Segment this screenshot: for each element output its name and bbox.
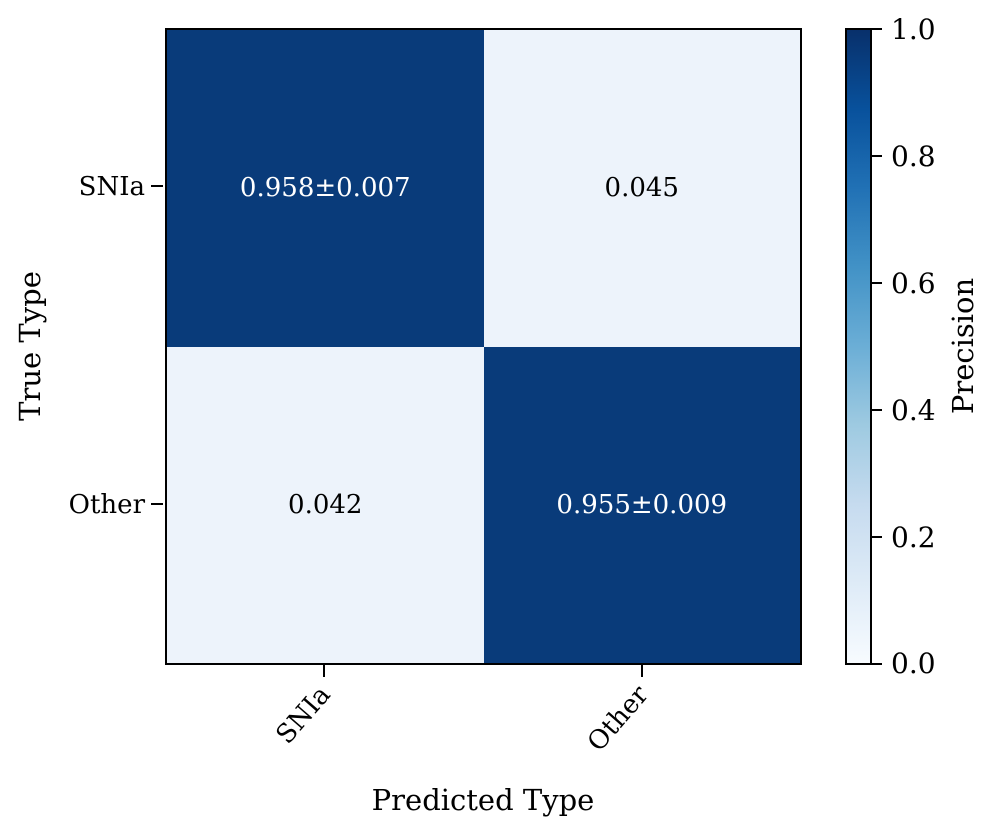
heatmap-grid: 0.958±0.007 0.045 0.042 0.955±0.009 [165,28,802,665]
colorbar-gradient [845,28,872,665]
x-tick-mark-snia [323,665,325,677]
colorbar-tick-mark-0.0 [872,663,882,665]
colorbar-tick-label-0.4: 0.4 [891,394,936,427]
cell-true-other-pred-other: 0.955±0.009 [483,346,800,663]
cell-true-snia-pred-snia: 0.958±0.007 [167,30,484,347]
x-tick-label-other: Other [581,680,655,758]
colorbar-tick-mark-0.8 [872,155,882,157]
colorbar-tick-mark-0.2 [872,536,882,538]
colorbar-tick-label-0.0: 0.0 [891,647,936,680]
colorbar-tick-mark-0.4 [872,409,882,411]
colorbar-title: Precision [946,277,980,415]
colorbar-tick-label-0.6: 0.6 [891,267,936,300]
y-tick-mark-other [151,503,163,505]
colorbar-tick-label-1.0: 1.0 [891,13,936,46]
x-tick-mark-other [641,665,643,677]
cell-true-other-pred-snia: 0.042 [167,346,484,663]
colorbar-tick-mark-1.0 [872,28,882,30]
colorbar-tick-label-0.2: 0.2 [891,521,936,554]
cell-true-snia-pred-other: 0.045 [483,30,800,347]
y-tick-mark-snia [151,185,163,187]
y-axis-title: True Type [13,271,47,421]
y-tick-label-snia: SNIa [78,172,145,202]
y-tick-label-other: Other [68,490,145,520]
colorbar-tick-mark-0.6 [872,282,882,284]
x-tick-label-snia: SNIa [270,680,337,750]
colorbar-tick-label-0.8: 0.8 [891,140,936,173]
x-axis-title: Predicted Type [371,783,595,817]
